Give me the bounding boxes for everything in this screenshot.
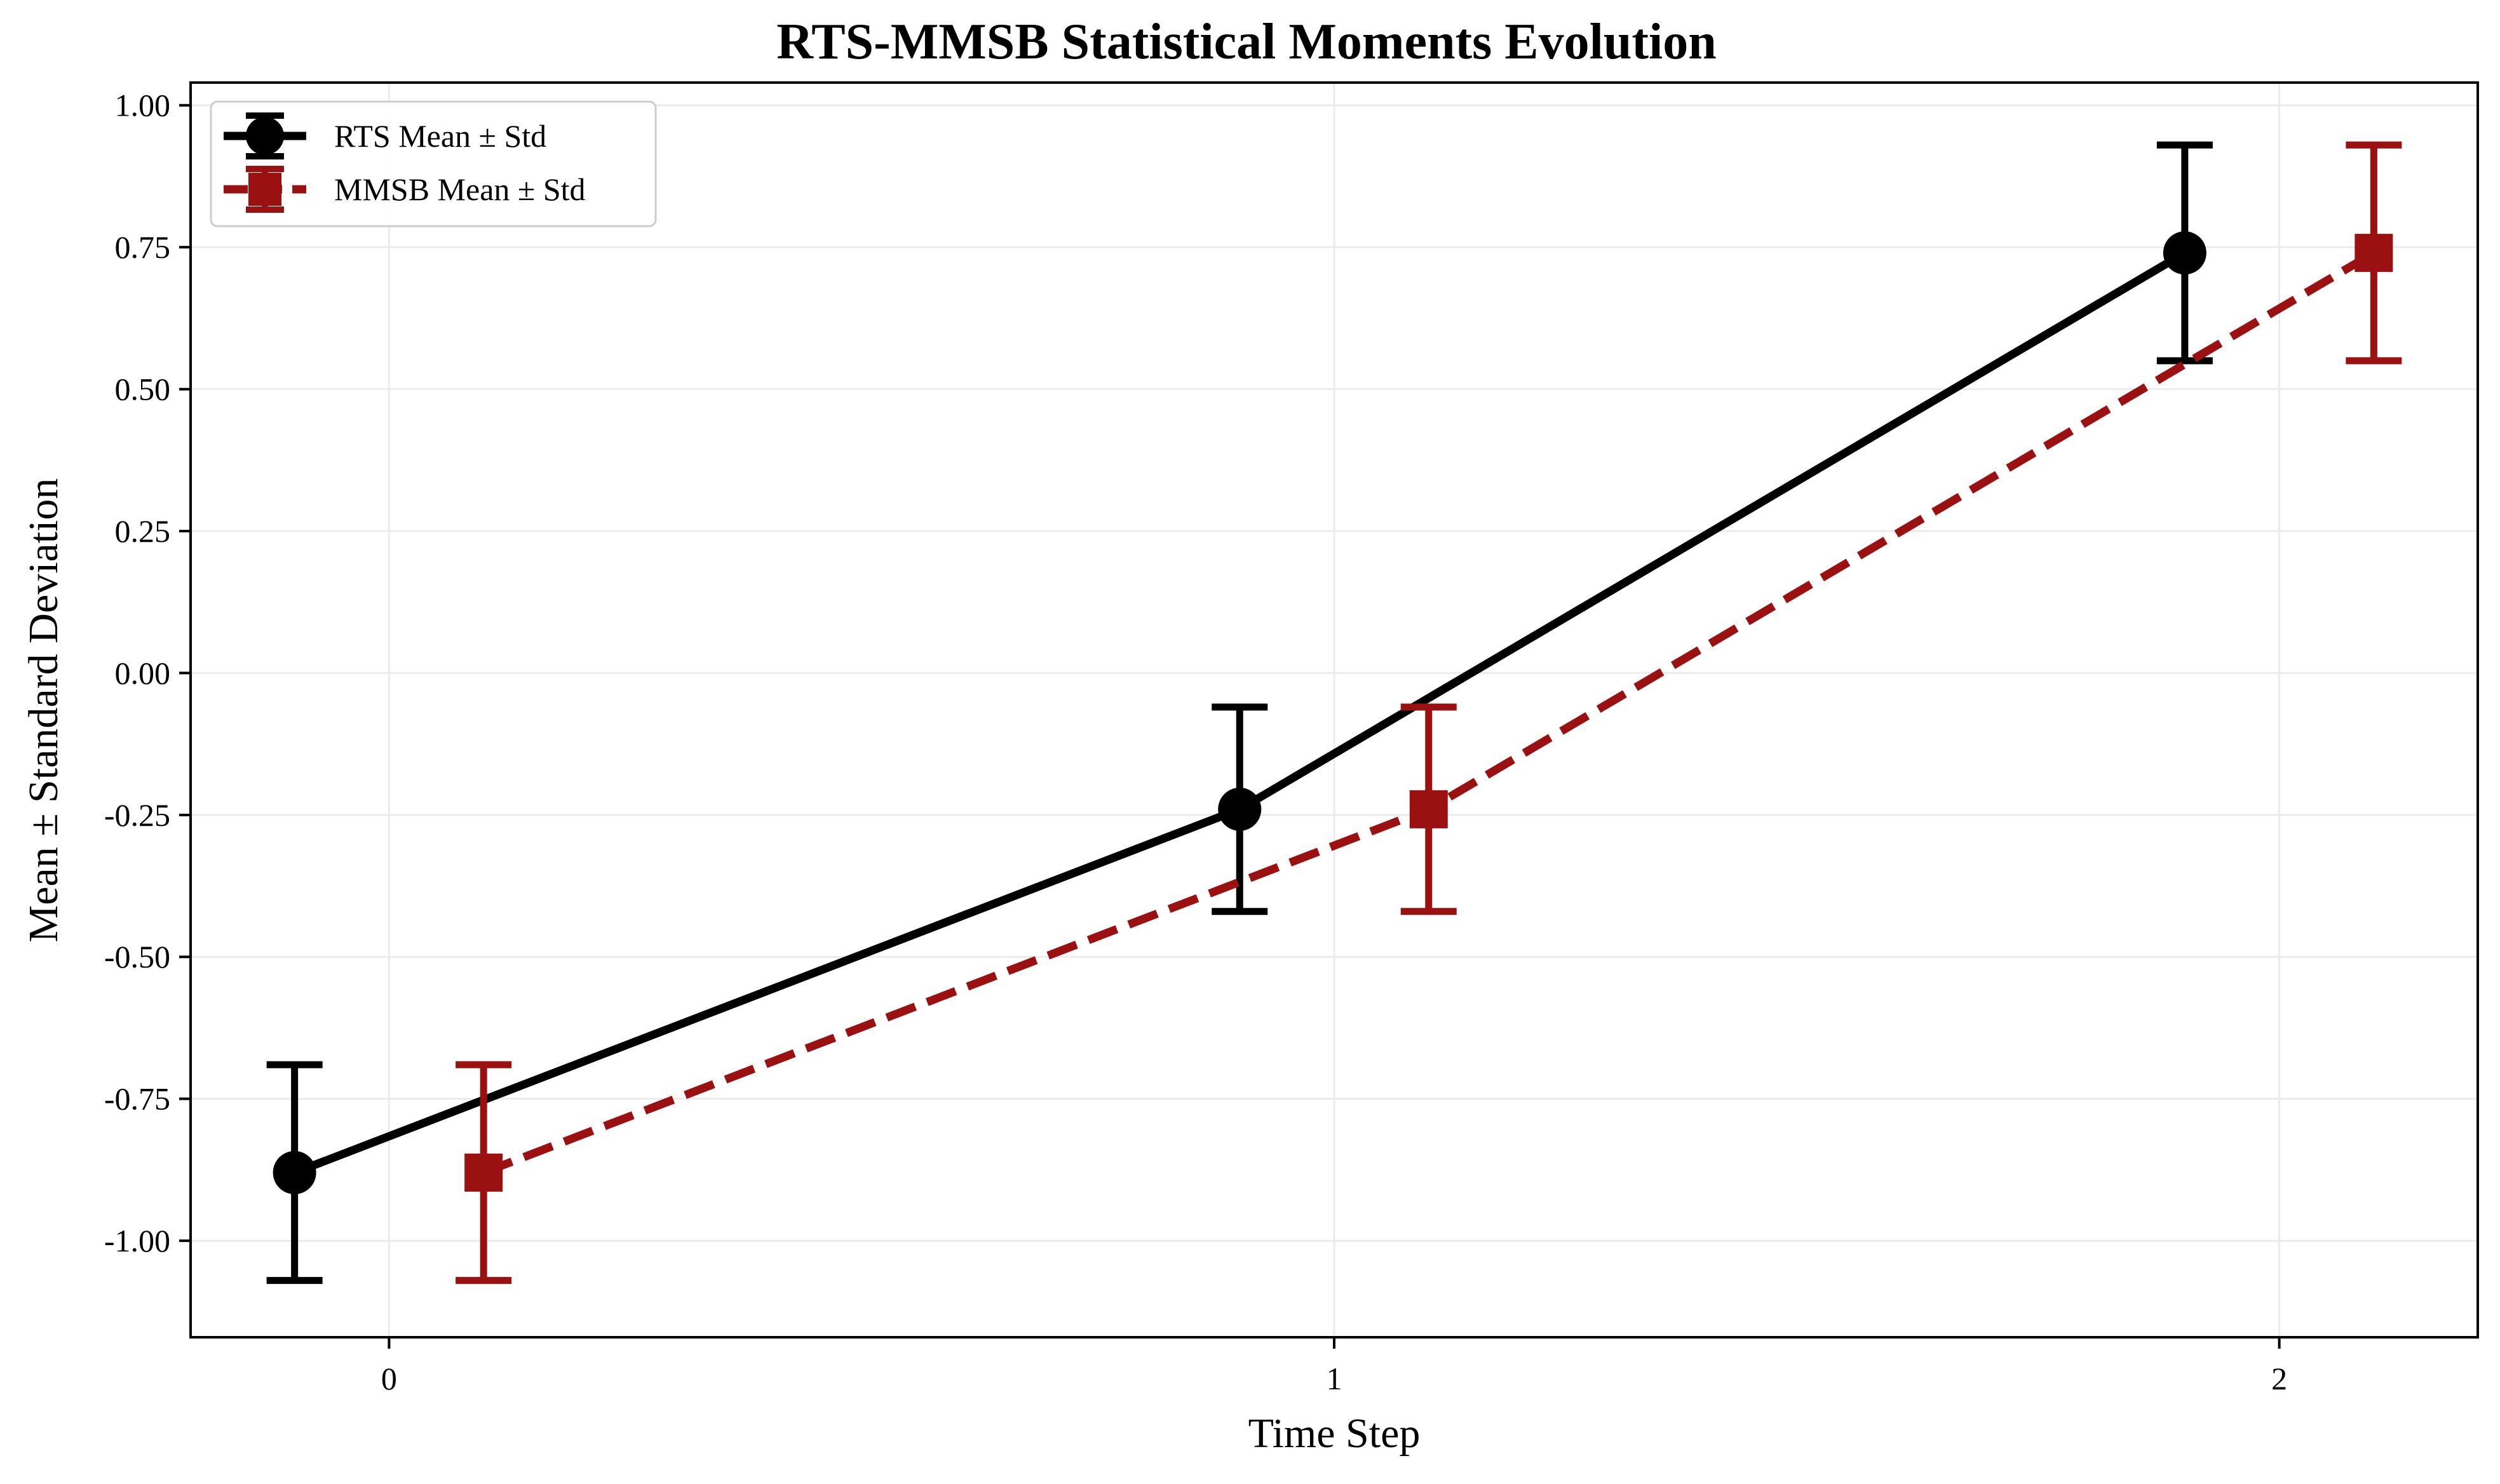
data-point-circle: [2163, 231, 2206, 275]
y-tick-label: 0.75: [115, 229, 171, 265]
legend-label: RTS Mean ± Std: [334, 118, 546, 154]
data-point-circle: [1218, 787, 1262, 831]
y-tick-label: 1.00: [115, 88, 171, 123]
x-axis-label: Time Step: [1248, 1410, 1421, 1457]
y-axis: 1.00 0.75 0.50 0.25 0.00 -0.25 -0.50 -0.75 -1.00: [104, 88, 191, 1258]
legend: RTS Mean ± Std MMSB Mean ± Std: [210, 100, 657, 227]
x-tick-label: 2: [2271, 1361, 2287, 1396]
series-1: [266, 141, 2213, 1285]
y-tick-label: -0.25: [104, 797, 170, 833]
series-2: [456, 141, 2402, 1285]
data-point-square: [2355, 234, 2393, 273]
legend-marker-square: [248, 173, 281, 206]
data-point-circle: [273, 1150, 316, 1194]
data-point-square: [1409, 790, 1448, 828]
y-tick-label: -1.00: [104, 1223, 170, 1258]
series-layer: [266, 141, 2402, 1285]
y-tick-label: 0.50: [115, 372, 171, 407]
y-axis-label: Mean ± Standard Deviation: [20, 478, 67, 943]
x-axis: 0 1 2: [381, 1337, 2287, 1396]
legend-entry-1: RTS Mean ± Std: [224, 112, 546, 159]
legend-marker-circle: [246, 117, 284, 155]
y-tick-label: 0.00: [115, 655, 171, 691]
chart-title: RTS-MMSB Statistical Moments Evolution: [776, 14, 1716, 70]
y-tick-label: -0.50: [104, 939, 170, 975]
x-tick-label: 1: [1327, 1361, 1342, 1396]
data-point-square: [464, 1153, 503, 1192]
y-tick-label: -0.75: [104, 1081, 170, 1117]
x-tick-label: 0: [381, 1361, 397, 1396]
grid-lines: [191, 83, 2478, 1337]
legend-box: [210, 100, 657, 227]
legend-entry-2: MMSB Mean ± Std: [224, 166, 586, 213]
y-tick-label: 0.25: [115, 513, 171, 549]
legend-label: MMSB Mean ± Std: [334, 172, 586, 207]
